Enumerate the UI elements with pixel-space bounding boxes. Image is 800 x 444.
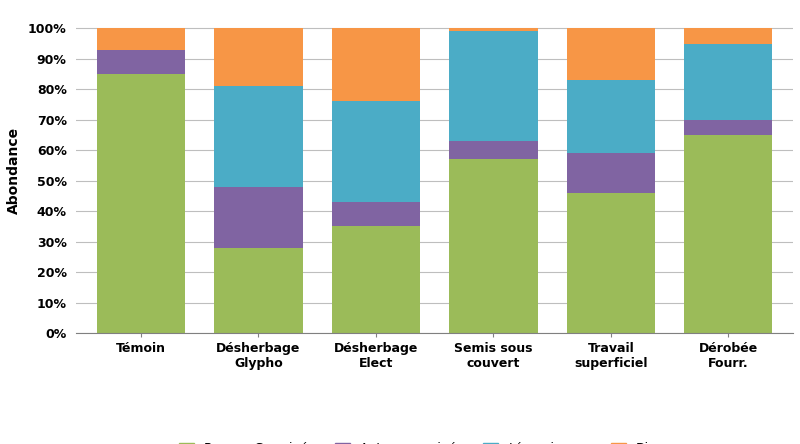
Bar	[450, 28, 538, 32]
Bar	[450, 159, 538, 333]
Bar	[214, 28, 302, 86]
Bar	[684, 135, 773, 333]
Legend: Bonnes Graminées, Autres graminées, Légumineuses, Diverses: Bonnes Graminées, Autres graminées, Légu…	[174, 437, 695, 444]
Bar	[450, 32, 538, 141]
Bar	[567, 193, 655, 333]
Bar	[97, 74, 185, 333]
Bar	[450, 141, 538, 159]
Bar	[567, 80, 655, 153]
Bar	[684, 44, 773, 120]
Bar	[684, 120, 773, 135]
Bar	[332, 101, 420, 202]
Bar	[214, 248, 302, 333]
Bar	[214, 86, 302, 187]
Bar	[332, 28, 420, 101]
Bar	[684, 28, 773, 44]
Bar	[214, 187, 302, 248]
Bar	[332, 202, 420, 226]
Bar	[97, 50, 185, 74]
Bar	[97, 28, 185, 50]
Bar	[567, 153, 655, 193]
Y-axis label: Abondance: Abondance	[7, 127, 21, 214]
Bar	[567, 28, 655, 80]
Bar	[332, 226, 420, 333]
